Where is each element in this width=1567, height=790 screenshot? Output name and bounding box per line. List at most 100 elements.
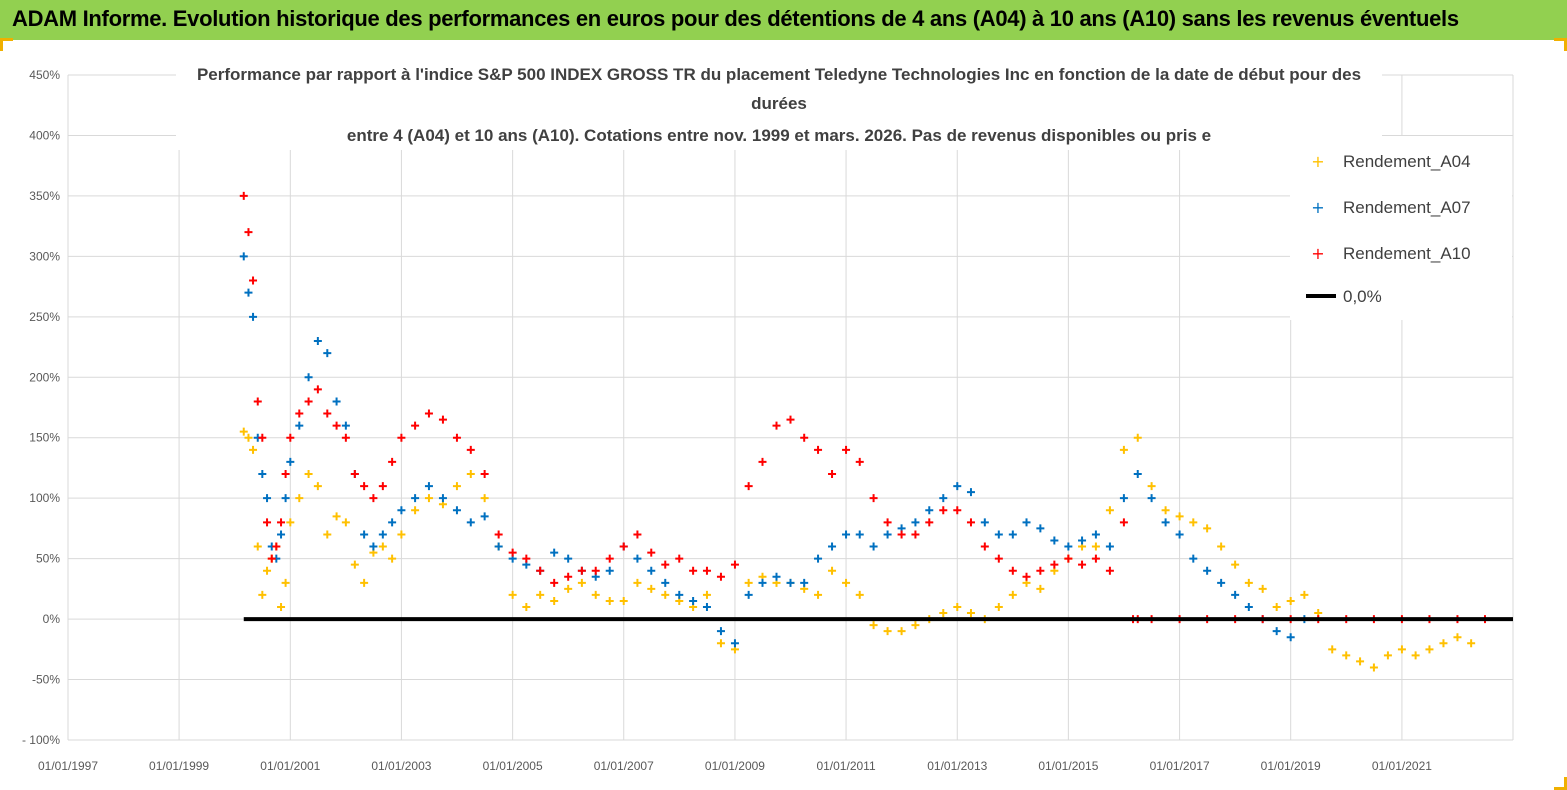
data-point bbox=[304, 470, 313, 478]
data-point bbox=[281, 578, 290, 587]
data-point bbox=[323, 530, 332, 539]
data-point bbox=[438, 415, 447, 424]
data-point bbox=[702, 603, 711, 611]
data-point bbox=[277, 530, 286, 539]
x-tick-label: 01/01/2015 bbox=[1038, 759, 1098, 773]
data-point bbox=[1203, 566, 1212, 575]
x-tick-label: 01/01/2013 bbox=[927, 759, 987, 773]
data-point bbox=[897, 530, 906, 539]
data-point bbox=[350, 560, 359, 569]
data-point bbox=[911, 518, 920, 527]
data-point bbox=[911, 530, 920, 539]
data-point bbox=[1064, 542, 1073, 551]
data-point bbox=[897, 627, 906, 636]
data-point bbox=[378, 542, 387, 551]
data-point bbox=[286, 433, 295, 442]
data-point bbox=[800, 433, 809, 442]
data-point bbox=[730, 560, 739, 569]
header-banner: ADAM Informe. Evolution historique des p… bbox=[0, 0, 1567, 40]
data-point bbox=[855, 590, 864, 599]
data-point bbox=[716, 572, 725, 581]
data-point bbox=[536, 590, 545, 599]
data-point bbox=[1105, 566, 1114, 575]
data-point bbox=[591, 566, 600, 575]
data-point bbox=[249, 312, 258, 321]
data-point bbox=[953, 506, 962, 515]
data-point bbox=[675, 590, 684, 599]
data-point bbox=[564, 584, 573, 593]
y-axis-ticks: 450% 400% 350% 300% 250% 200% 150% 100% 50% 0% -50… bbox=[22, 68, 60, 747]
data-point bbox=[883, 627, 892, 636]
data-point bbox=[1439, 639, 1448, 648]
data-point bbox=[994, 530, 1003, 539]
data-point bbox=[1467, 639, 1476, 648]
data-point bbox=[360, 530, 369, 539]
data-point bbox=[1036, 524, 1045, 533]
data-point bbox=[800, 578, 809, 587]
title-background bbox=[176, 58, 1382, 150]
data-point bbox=[258, 590, 267, 599]
data-point bbox=[411, 494, 420, 503]
data-point bbox=[702, 590, 711, 599]
data-point bbox=[388, 457, 397, 466]
data-point bbox=[313, 385, 322, 394]
x-tick-label: 01/01/2005 bbox=[483, 759, 543, 773]
data-point bbox=[397, 506, 406, 515]
x-tick-label: 01/01/2011 bbox=[816, 759, 875, 773]
data-point bbox=[661, 560, 670, 569]
data-point bbox=[633, 554, 642, 563]
data-point bbox=[1091, 530, 1100, 539]
data-point bbox=[480, 470, 489, 478]
data-point bbox=[244, 433, 253, 442]
data-point bbox=[842, 445, 851, 454]
data-point bbox=[758, 457, 767, 466]
series bbox=[239, 191, 1513, 672]
data-point bbox=[1119, 445, 1128, 454]
data-point bbox=[1244, 603, 1253, 611]
data-point bbox=[647, 584, 656, 593]
data-point bbox=[1231, 560, 1240, 569]
data-point bbox=[1397, 645, 1406, 654]
data-point bbox=[304, 397, 313, 406]
data-point bbox=[939, 506, 948, 515]
data-point bbox=[378, 482, 387, 491]
data-point bbox=[702, 566, 711, 575]
data-point bbox=[1105, 506, 1114, 515]
data-point bbox=[258, 470, 267, 478]
y-tick-label: 200% bbox=[29, 370, 60, 384]
data-point bbox=[1078, 536, 1087, 545]
data-point bbox=[675, 554, 684, 563]
data-point bbox=[267, 554, 276, 563]
data-point bbox=[313, 482, 322, 491]
data-point bbox=[744, 482, 753, 491]
data-point bbox=[577, 566, 586, 575]
data-point bbox=[772, 421, 781, 430]
data-point bbox=[911, 621, 920, 630]
data-point bbox=[411, 506, 420, 515]
y-tick-label: 150% bbox=[29, 431, 60, 445]
y-tick-label: 300% bbox=[29, 249, 60, 263]
data-point bbox=[953, 603, 962, 611]
data-point bbox=[1203, 524, 1212, 533]
data-point bbox=[378, 530, 387, 539]
data-point bbox=[277, 603, 286, 611]
data-point bbox=[1078, 560, 1087, 569]
data-point bbox=[980, 518, 989, 527]
banner-title: ADAM Informe. Evolution historique des p… bbox=[12, 6, 1459, 31]
legend-marker-a04: + bbox=[1311, 152, 1324, 171]
x-tick-label: 01/01/2017 bbox=[1150, 759, 1210, 773]
series-2 bbox=[239, 252, 1309, 648]
data-point bbox=[605, 566, 614, 575]
data-point bbox=[619, 542, 628, 551]
data-point bbox=[842, 578, 851, 587]
data-point bbox=[494, 542, 503, 551]
data-point bbox=[633, 530, 642, 539]
data-point bbox=[304, 373, 313, 382]
data-point bbox=[295, 421, 304, 430]
series-3 bbox=[239, 191, 1489, 624]
data-point bbox=[842, 530, 851, 539]
data-point bbox=[869, 621, 878, 630]
data-point bbox=[577, 578, 586, 587]
data-point bbox=[1231, 590, 1240, 599]
data-point bbox=[281, 494, 290, 503]
